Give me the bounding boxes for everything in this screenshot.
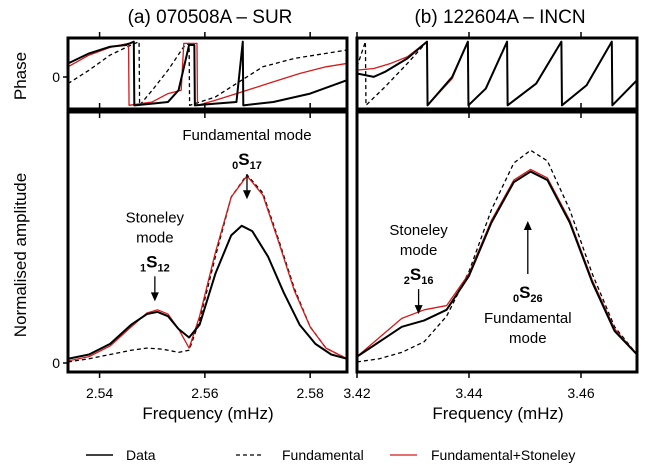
panel-a-phase-plot (68, 40, 347, 107)
panel-a-annotation-0-text-1: mode (136, 229, 174, 246)
panel-a-amplitude-frame (66, 110, 349, 374)
panel-b-phase-plot (357, 40, 637, 107)
panel-a-amplitude-data-line (68, 224, 347, 360)
panel-a-phase-fundamental-stoneley-line (68, 42, 347, 106)
panel-b-annotation-0-mode-label: 2S16 (404, 265, 434, 287)
x-ticks: 2.54 2.56 2.58 3.42 3.44 3.46 (86, 32, 595, 401)
panel-b-amplitude-frame (355, 110, 639, 374)
annotations: Stoneley mode 1S12 Fundamental mode 0S17 Ston… (126, 127, 572, 347)
panel-b-annotation-0-text-1: mode (400, 242, 438, 259)
phase-ytick-zero: 0 (52, 69, 60, 85)
panel-b-title: (b) 122604A – INCN (414, 7, 585, 28)
panel-a-phase-frame (66, 36, 349, 111)
panel-a-amplitude-plot (68, 174, 347, 363)
panel-b-xtick-label-2: 3.46 (567, 385, 594, 401)
legend-data-label: Data (126, 447, 156, 463)
panel-a-annotation-0-text-0: Stoneley (126, 209, 185, 226)
panel-a-annotation-1-arrow-head (242, 190, 251, 200)
panel-b-phase-frame (355, 36, 639, 111)
panel-b-phase-data-line (357, 40, 637, 107)
panel-a-x-label: Frequency (mHz) (142, 404, 273, 423)
amplitude-y-label: Normalised amplitude (11, 173, 30, 337)
panel-b-xtick-label-0: 3.42 (343, 385, 370, 401)
panel-b-annotation-1-arrow-head (523, 221, 532, 230)
legend: Data Fundamental Fundamental+Stoneley (86, 447, 575, 463)
panel-b-x-label: Frequency (mHz) (432, 404, 563, 423)
panel-b-phase-fundamental-stoneley-line (357, 41, 637, 106)
panel-b-amplitude-plot (357, 149, 637, 363)
panel-b-phase-fundamental-line (357, 41, 637, 106)
panel-a-xtick-label-1: 2.56 (191, 385, 218, 401)
panel-b-annotation-0-arrow-head (414, 305, 423, 315)
panel-a-annotation-1-text-0: Fundamental mode (182, 127, 311, 144)
panel-b-amplitude-data-line (357, 170, 637, 358)
panel-a-annotation-0-arrow-head (150, 292, 159, 302)
panel-b-xtick-label-1: 3.44 (455, 385, 482, 401)
panel-a-annotation-1-mode-label: 0S17 (232, 150, 262, 172)
panel-a-annotation-0-mode-label: 1S12 (140, 252, 170, 274)
panel-a-title: (a) 070508A – SUR (128, 7, 293, 28)
panel-a-xtick-label-0: 2.54 (86, 385, 113, 401)
panel-a-amplitude-fundamental-line (68, 174, 347, 363)
panel-a-xtick-label-2: 2.58 (297, 385, 324, 401)
phase-y-label: Phase (11, 52, 30, 100)
panel-b-annotation-0-text-0: Stoneley (389, 222, 448, 239)
panel-b-annotation-1-text-1: mode (509, 330, 547, 347)
legend-fundamental-label: Fundamental (282, 447, 364, 463)
panel-a-amplitude-fundamental-stoneley-line (68, 175, 347, 362)
amplitude-ytick-zero: 0 (52, 355, 60, 371)
panel-b-amplitude-fundamental-line (357, 149, 637, 363)
panel-b-annotation-1-text-0: Fundamental (484, 310, 572, 327)
panel-a-phase-data-line (68, 40, 347, 107)
legend-fundamental-stoneley-label: Fundamental+Stoneley (431, 447, 575, 463)
panel-a-phase-fundamental-line (68, 41, 347, 106)
panel-b-annotation-1-mode-label: 0S26 (513, 283, 543, 305)
